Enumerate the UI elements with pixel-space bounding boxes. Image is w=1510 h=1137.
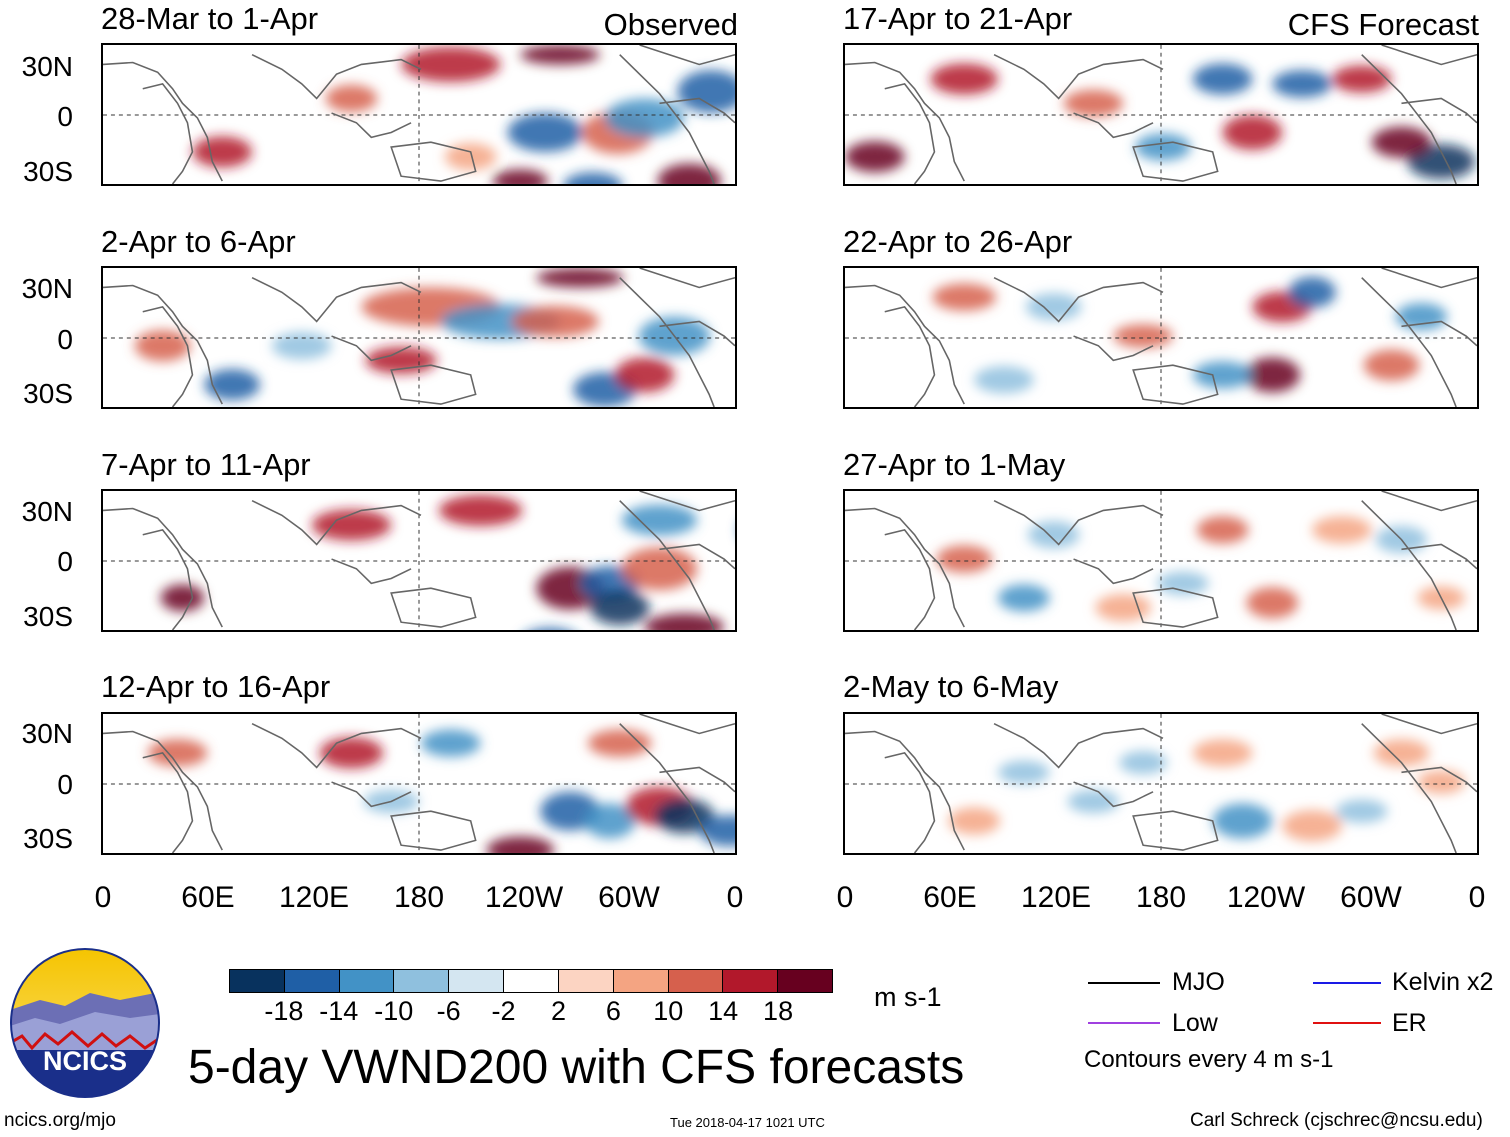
colorbar-tick-label: -2 [491, 996, 516, 1026]
forecast-label: CFS Forecast [1287, 7, 1479, 42]
ylabel-30n-3: 30N [21, 496, 73, 527]
colorbar-box [723, 970, 779, 992]
observed-label: Observed [603, 7, 738, 42]
map-panel-obs-2 [101, 266, 737, 409]
xlabel-left-360: 0 [726, 881, 744, 914]
map-panel-obs-1 [101, 43, 737, 186]
panel-title-obs-3: 7-Apr to 11-Apr [101, 447, 311, 482]
colorbar-tick-label: 2 [550, 996, 566, 1026]
xlabel-left-60w: 60W [598, 881, 660, 914]
colorbar-tick-label: -6 [436, 996, 461, 1026]
colorbar [229, 969, 833, 993]
colorbar-tick-label: 18 [763, 996, 794, 1026]
colorbar-box [778, 970, 832, 992]
xlabel-right-0: 0 [836, 881, 854, 914]
ylabel-eq-2: 0 [57, 324, 73, 355]
xlabel-left-60e: 60E [181, 881, 235, 914]
colorbar-box [504, 970, 559, 992]
main-title: 5-day VWND200 with CFS forecasts [188, 1041, 965, 1094]
colorbar-tick-label: -14 [319, 996, 359, 1026]
legend-label-low: Low [1172, 1009, 1218, 1037]
legend-line-mjo [1088, 982, 1160, 984]
panel-title-fcst-1: 17-Apr to 21-Apr [843, 1, 1073, 36]
map-panel-fcst-4 [843, 712, 1479, 855]
ylabel-30n-2: 30N [21, 273, 73, 304]
xlabel-left-120e: 120E [278, 881, 350, 914]
map-panel-fcst-3 [843, 489, 1479, 632]
panel-title-fcst-3: 27-Apr to 1-May [843, 447, 1066, 482]
panel-title-fcst-2: 22-Apr to 26-Apr [843, 224, 1073, 259]
panel-title-obs-4: 12-Apr to 16-Apr [101, 669, 331, 704]
colorbar-box [394, 970, 450, 992]
panel-title-obs-2: 2-Apr to 6-Apr [101, 224, 296, 259]
colorbar-units: m s-1 [874, 982, 942, 1012]
xlabel-right-120w: 120W [1226, 881, 1306, 914]
ylabel-eq-1: 0 [57, 101, 73, 132]
colorbar-tick-label: 14 [708, 996, 739, 1026]
colorbar-tick-label: 10 [653, 996, 684, 1026]
legend-label-kelvin: Kelvin x2 [1392, 968, 1494, 996]
colorbar-tick-label: 6 [605, 996, 621, 1026]
colorbar-tick-label: -10 [374, 996, 414, 1026]
xlabel-right-60e: 60E [923, 881, 977, 914]
colorbar-box [284, 970, 340, 992]
colorbar-box [558, 970, 614, 992]
ncics-logo: NCICS [10, 948, 160, 1098]
legend-line-low [1088, 1022, 1160, 1024]
colorbar-tick-label: -18 [264, 996, 304, 1026]
colorbar-box [230, 970, 285, 992]
legend-label-er: ER [1392, 1009, 1427, 1037]
legend-label-mjo: MJO [1172, 968, 1225, 996]
colorbar-box [449, 970, 505, 992]
colorbar-box [613, 970, 669, 992]
xlabel-right-360: 0 [1468, 881, 1486, 914]
map-panel-obs-3 [101, 489, 737, 632]
xlabel-right-120e: 120E [1020, 881, 1092, 914]
map-panel-obs-4 [101, 712, 737, 855]
logo-text: NCICS [43, 1046, 127, 1076]
contours-note: Contours every 4 m s-1 [1084, 1046, 1334, 1073]
ylabel-30s-2: 30S [23, 378, 73, 409]
legend-line-kelvin [1313, 982, 1381, 984]
ylabel-30n-1: 30N [21, 51, 73, 82]
ylabel-30s-3: 30S [23, 601, 73, 632]
footer-timestamp: Tue 2018-04-17 1021 UTC [670, 1115, 825, 1130]
xlabel-right-60w: 60W [1340, 881, 1402, 914]
xlabel-left-180: 180 [393, 881, 445, 914]
legend-line-er [1313, 1022, 1381, 1024]
footer-url[interactable]: ncics.org/mjo [4, 1110, 116, 1131]
ylabel-eq-4: 0 [57, 769, 73, 800]
ylabel-30n-4: 30N [21, 718, 73, 749]
xlabel-left-120w: 120W [484, 881, 564, 914]
colorbar-box [339, 970, 395, 992]
ylabel-30s-4: 30S [23, 823, 73, 854]
panel-title-fcst-4: 2-May to 6-May [843, 669, 1059, 704]
panel-title-obs-1: 28-Mar to 1-Apr [101, 1, 319, 36]
xlabel-right-180: 180 [1135, 881, 1187, 914]
ylabel-eq-3: 0 [57, 546, 73, 577]
ylabel-30s-1: 30S [23, 156, 73, 187]
xlabel-left-0: 0 [94, 881, 112, 914]
colorbar-box [668, 970, 724, 992]
map-panel-fcst-1 [843, 43, 1479, 186]
footer-credit: Carl Schreck (cjschrec@ncsu.edu) [1190, 1110, 1483, 1131]
map-panel-fcst-2 [843, 266, 1479, 409]
